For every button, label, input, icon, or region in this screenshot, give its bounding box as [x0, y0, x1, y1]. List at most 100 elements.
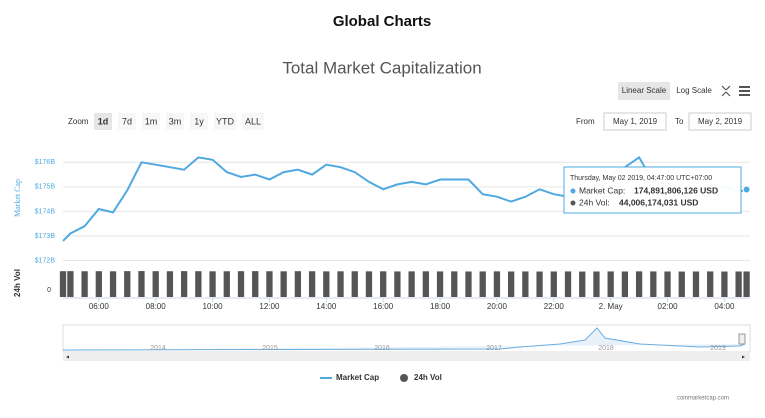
x-tick-label: 06:00	[89, 302, 110, 311]
zoom-button-bg	[94, 113, 112, 130]
tooltip-box	[563, 166, 742, 214]
legend-symbol	[400, 374, 408, 382]
volume-bar	[109, 271, 117, 297]
volume-bar	[365, 271, 373, 297]
navigator-label: 2014	[150, 345, 166, 352]
navigator-handle[interactable]	[738, 333, 746, 345]
zoom-button[interactable]: YTD	[216, 116, 235, 126]
navigator-label: 2018	[598, 345, 614, 352]
y-tick-label: $172B	[35, 257, 56, 264]
zoom-button[interactable]: 3m	[169, 116, 182, 126]
zoom-button[interactable]: ALL	[245, 116, 261, 126]
volume-bar	[635, 271, 643, 297]
zoom-button-bg	[166, 113, 184, 130]
scale-button[interactable]: Log Scale	[676, 86, 712, 95]
volume-bar	[621, 271, 629, 297]
volume-bar	[337, 271, 344, 297]
y-axis-title: Market Cap	[13, 179, 22, 217]
legend-label[interactable]: Market Cap	[336, 373, 379, 382]
volume-bar	[451, 271, 458, 297]
navigator-line	[62, 327, 746, 351]
zoom-label: Zoom	[68, 117, 89, 126]
tooltip-header: Thursday, May 02 2019, 04:47:00 UTC+07:0…	[570, 175, 712, 182]
volume-bar	[508, 271, 515, 297]
volume-bar	[59, 271, 67, 297]
volume-bar	[550, 271, 557, 297]
volume-bar	[493, 271, 501, 297]
volume-bar	[323, 271, 330, 297]
to-input[interactable]	[688, 112, 752, 131]
to-label: To	[675, 117, 684, 126]
volume-bar	[422, 271, 429, 297]
credit: coinmarketcap.com	[677, 396, 729, 402]
x-tick-label: 10:00	[203, 302, 224, 311]
volume-bar	[294, 271, 302, 297]
volume-bar	[280, 271, 287, 297]
zoom-button[interactable]: 1y	[194, 116, 204, 126]
x-tick-label: 16:00	[373, 302, 394, 311]
volume-bar	[593, 271, 600, 297]
y-tick-label: $175B	[35, 184, 56, 191]
y-tick-label: $176B	[35, 159, 56, 166]
x-tick-label: 08:00	[146, 302, 167, 311]
volume-bar	[479, 271, 486, 297]
zoom-button-bg	[118, 113, 136, 130]
volume-bar	[707, 271, 714, 297]
volume-bar	[522, 271, 529, 297]
hover-point	[742, 185, 751, 194]
volume-bar	[95, 271, 102, 297]
y2-tick-label: 0	[47, 287, 51, 294]
volume-bar	[579, 271, 586, 297]
menu-icon[interactable]	[739, 86, 750, 96]
volume-bar	[465, 271, 472, 297]
from-input[interactable]	[603, 112, 667, 131]
x-tick-label: 20:00	[487, 302, 508, 311]
x-tick-label: 12:00	[259, 302, 280, 311]
volume-bar	[166, 271, 174, 297]
from-label: From	[576, 117, 595, 126]
volume-bar	[692, 271, 700, 297]
chart-title: Total Market Capitalization	[282, 58, 481, 77]
y-tick-label: $174B	[35, 208, 56, 215]
legend-label[interactable]: 24h Vol	[414, 373, 442, 382]
volume-bar	[408, 271, 415, 297]
tooltip-label: Market Cap:	[579, 185, 625, 195]
y-tick-label: $173B	[35, 233, 56, 240]
zoom-button-bg	[214, 113, 236, 130]
navigator-label: 2017	[486, 345, 502, 352]
to-date: May 2, 2019	[698, 117, 743, 126]
volume-bar	[180, 271, 188, 297]
tooltip-value: 174,891,806,126 USD	[634, 185, 718, 195]
volume-bar	[252, 271, 259, 297]
zoom-button-bg	[190, 113, 208, 130]
volume-bar	[380, 271, 387, 297]
volume-bar	[721, 271, 728, 297]
scale-button[interactable]: Linear Scale	[622, 86, 667, 95]
volume-bar	[138, 271, 145, 297]
scrollbar[interactable]	[63, 353, 750, 361]
tooltip-dot	[570, 200, 576, 206]
zoom-button[interactable]: 7d	[122, 116, 132, 126]
volume-bar	[536, 271, 543, 297]
volume-bar	[81, 271, 88, 297]
zoom-button[interactable]: 1m	[145, 116, 158, 126]
navigator-label: 2016	[374, 345, 390, 352]
navigator-label: 2015	[262, 345, 278, 352]
tooltip-label: 24h Vol:	[579, 197, 610, 207]
x-tick-label: 22:00	[544, 302, 565, 311]
zoom-button[interactable]: 1d	[98, 116, 109, 126]
fullscreen-icon[interactable]	[721, 85, 731, 97]
navigator-label: 2019	[710, 345, 726, 352]
scroll-arrow[interactable]: ◂	[66, 355, 69, 361]
volume-bar	[650, 271, 657, 297]
volume-bar	[209, 271, 216, 297]
x-tick-label: 02:00	[658, 302, 679, 311]
volume-bar	[237, 271, 245, 297]
market-cap-line	[62, 155, 747, 242]
volume-bar	[743, 271, 750, 297]
scroll-arrow[interactable]: ▸	[742, 355, 745, 361]
tooltip-dot	[570, 188, 576, 194]
volume-bar	[678, 271, 685, 297]
volume-bar	[195, 271, 202, 297]
